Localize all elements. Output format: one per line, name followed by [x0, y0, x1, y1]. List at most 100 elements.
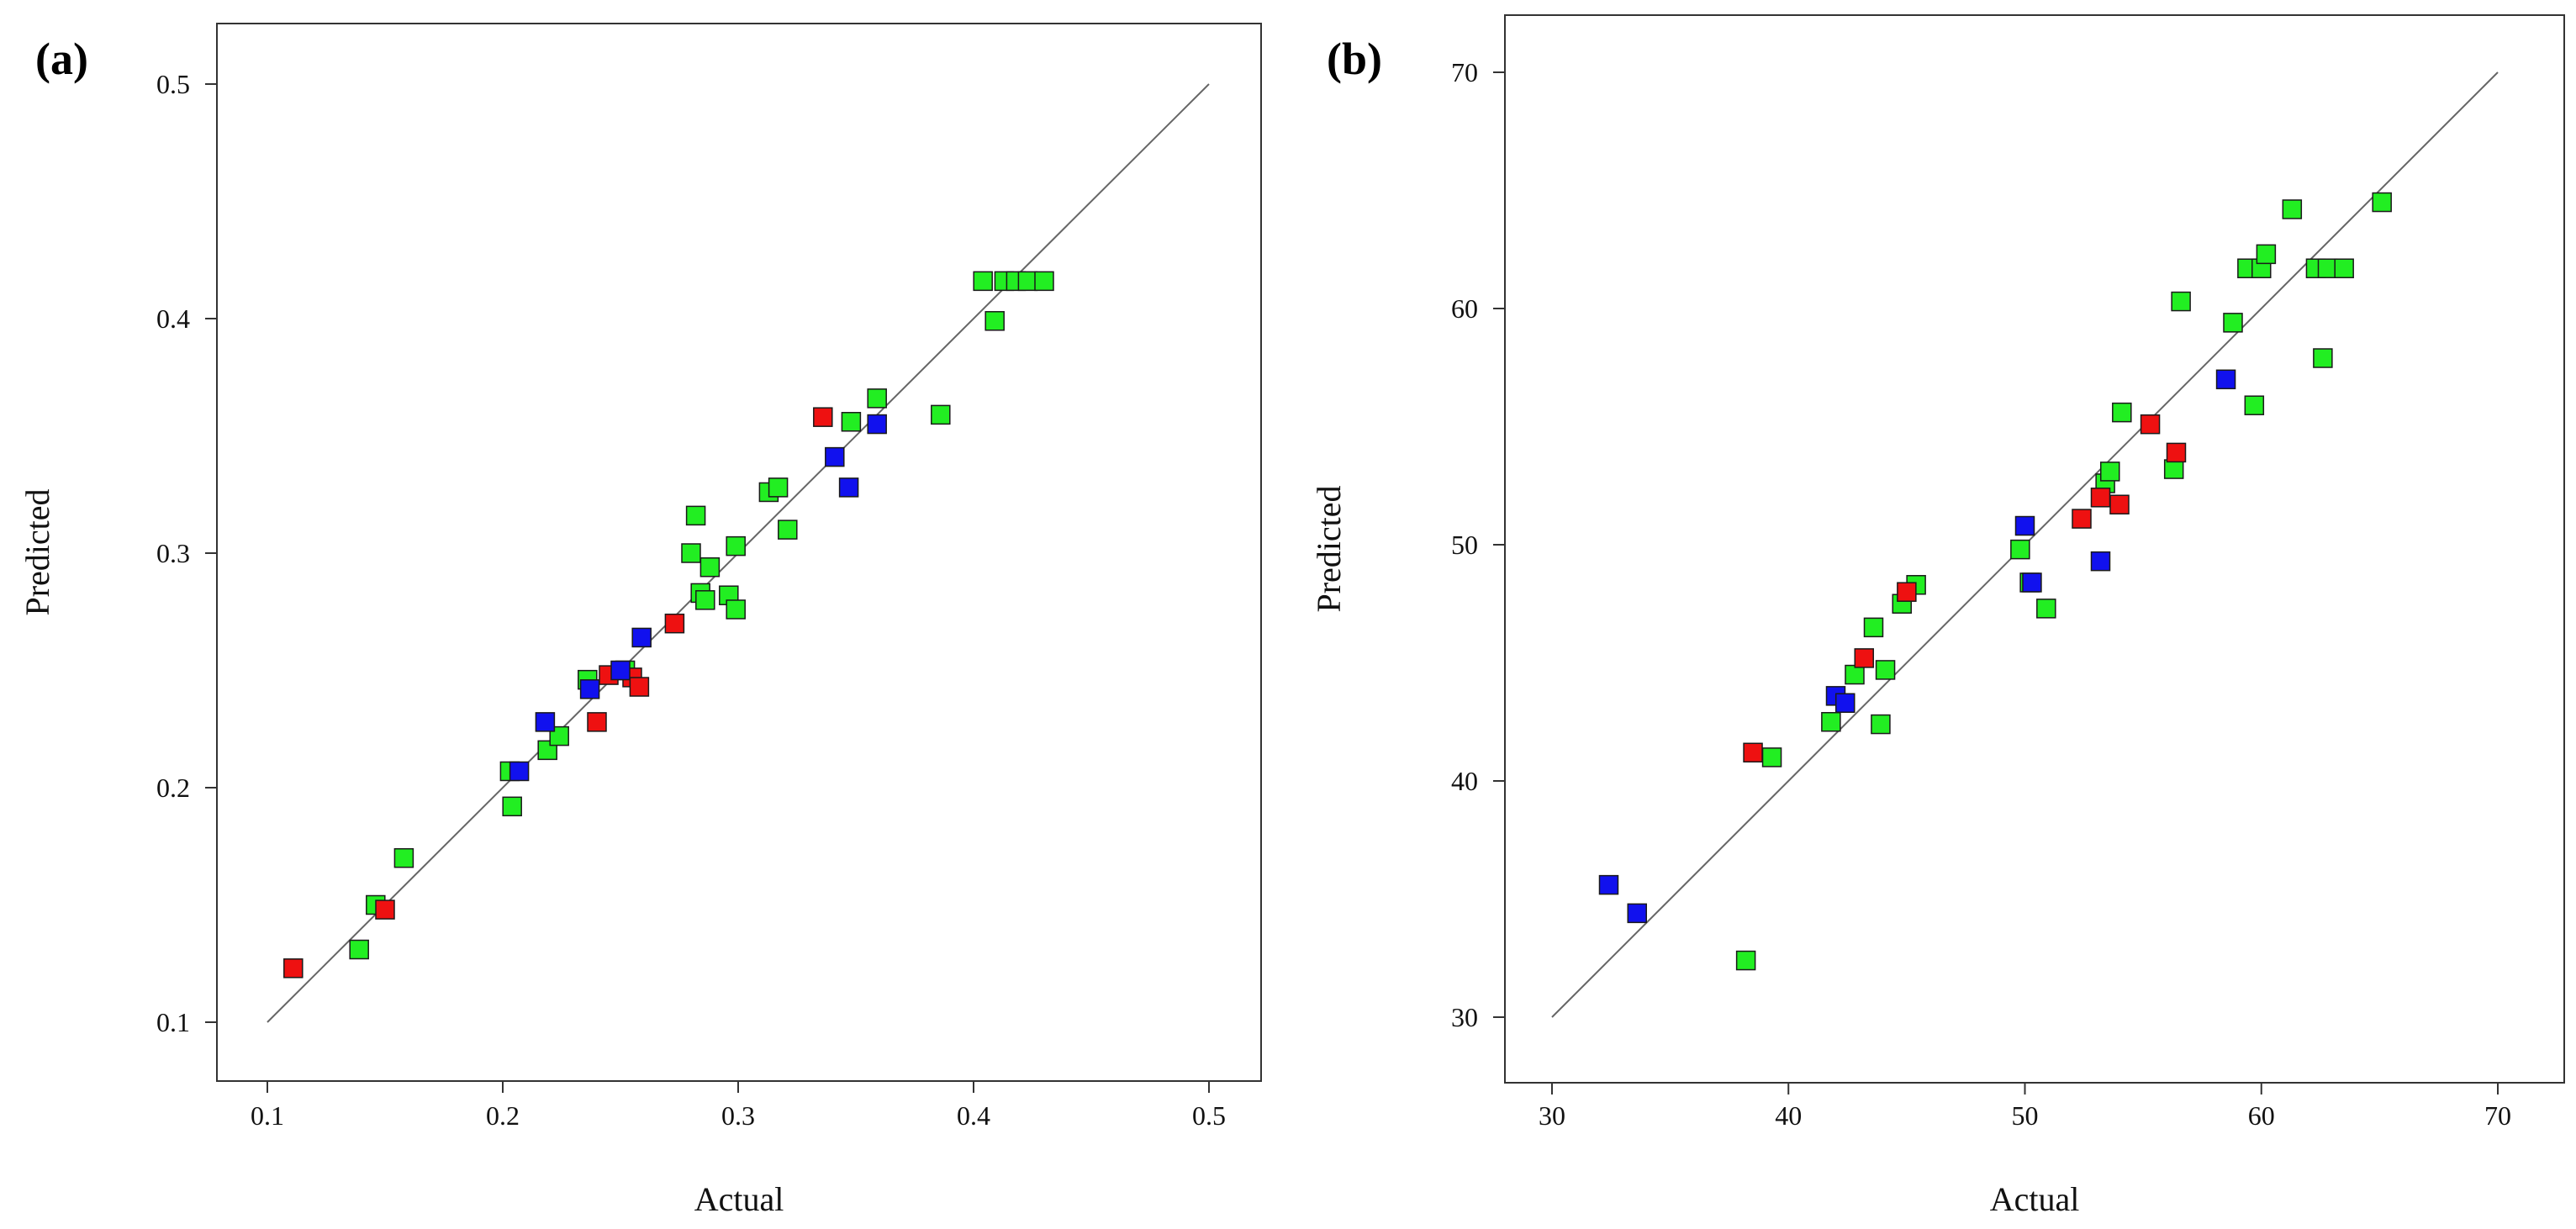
panel-b-point-green-14: [2112, 402, 2132, 423]
panel-a-point-green-20: [841, 412, 862, 432]
panel-a-x-tick-label-4: 0.5: [1192, 1100, 1226, 1131]
panel-b-point-green-24: [2313, 348, 2333, 368]
panel-a-x-tick-label-3: 0.4: [957, 1100, 990, 1131]
panel-a-point-red-5: [629, 677, 650, 697]
panel-a-y-tick-label-0: 0.1: [156, 1007, 190, 1037]
panel-a-x-tick-label-2: 0.3: [721, 1100, 755, 1131]
panel-a-point-green-9: [681, 543, 701, 563]
panel-a-y-tick-label-4: 0.5: [156, 69, 190, 99]
panel-a-point-blue-7: [867, 414, 887, 435]
panel-b-point-green-15: [2163, 459, 2184, 479]
panel-b-point-green-9: [2010, 539, 2030, 560]
panel-a-point-red-2: [587, 712, 607, 732]
panel-b-x-tick-label-3: 60: [2248, 1100, 2275, 1131]
panel-a-point-blue-4: [631, 627, 652, 648]
panel-b-y-tick-label-3: 60: [1451, 293, 1478, 324]
panel-a-y-axis-title: Predicted: [18, 488, 56, 615]
panel-b-point-red-1: [1854, 648, 1874, 668]
panel-b-point-blue-0: [1598, 874, 1619, 895]
panel-b-ticks: 30 40 50 60 70 30 40 50 60 70: [1451, 57, 2511, 1131]
panel-b-point-green-27: [2372, 192, 2392, 213]
panel-a-label: (a): [35, 34, 88, 84]
panel-b-point-blue-6: [2090, 551, 2111, 572]
panel-a-point-red-0: [283, 958, 304, 978]
panel-a-y-tick-label-1: 0.2: [156, 773, 190, 803]
panel-b-y-tick-label-1: 40: [1451, 766, 1478, 796]
panel-a-point-green-2: [393, 847, 414, 868]
panel-b: (b) 30 40 50 60 70 30 40 50 60 70 Actual Predicte…: [1310, 14, 2565, 1218]
panel-b-y-tick-label-2: 50: [1451, 530, 1478, 560]
panel-a-point-green-15: [726, 599, 746, 620]
panel-b-point-blue-5: [2022, 572, 2042, 593]
panel-a-point-blue-6: [838, 477, 859, 498]
panel-b-point-red-6: [2140, 414, 2161, 435]
panel-b-point-green-6: [1875, 660, 1896, 680]
panel-b-points: [1598, 192, 2392, 971]
panel-b-point-green-3: [1845, 664, 1865, 685]
panel-b-point-green-21: [2256, 244, 2277, 265]
panel-a-point-red-1: [375, 899, 395, 920]
panel-a-x-tick-label-0: 0.1: [251, 1100, 284, 1131]
panel-b-point-green-22: [2282, 199, 2303, 219]
panel-b-point-green-2: [1821, 712, 1841, 732]
panel-a-point-green-4: [502, 796, 522, 817]
panel-a-point-blue-0: [509, 761, 530, 782]
panel-b-point-green-19: [2244, 395, 2265, 415]
panel-a-point-green-16: [726, 535, 746, 556]
panel-a-point-blue-3: [610, 660, 631, 681]
panel-b-point-green-26: [2334, 258, 2354, 278]
panel-b-y-axis-title: Predicted: [1310, 485, 1348, 612]
panel-b-point-green-11: [2036, 599, 2056, 619]
panel-a-point-green-10: [685, 505, 706, 526]
panel-b-x-tick-label-4: 70: [2484, 1100, 2511, 1131]
panel-a-point-green-13: [699, 556, 721, 578]
panel-a-point-blue-1: [535, 712, 556, 732]
panel-a-point-green-23: [973, 271, 993, 292]
panel-b-point-green-1: [1761, 747, 1782, 767]
panel-a-point-green-21: [867, 388, 887, 409]
panel-b-point-green-25: [2317, 258, 2338, 278]
panel-a-point-green-0: [349, 939, 369, 960]
panel-b-y-tick-label-0: 30: [1451, 1002, 1478, 1032]
panel-b-point-green-17: [2223, 313, 2243, 333]
panel-a-point-green-24: [984, 311, 1005, 331]
panel-b-point-red-3: [2072, 509, 2092, 529]
panel-a-point-blue-5: [825, 446, 845, 467]
panel-a-point-green-12: [695, 590, 715, 610]
panel-a-point-green-19: [778, 520, 798, 540]
panel-a-x-tick-label-1: 0.2: [486, 1100, 520, 1131]
panel-a-y-tick-label-2: 0.3: [156, 538, 190, 568]
panel-a-point-green-18: [768, 477, 789, 498]
panel-b-x-tick-label-1: 40: [1775, 1100, 1802, 1131]
panel-b-x-axis-title: Actual: [1990, 1180, 2080, 1218]
panel-b-point-blue-4: [2014, 515, 2035, 536]
panel-a-point-green-22: [931, 404, 951, 425]
panel-b-point-red-5: [2109, 494, 2130, 514]
panel-a-point-green-28: [1034, 271, 1054, 292]
panel-b-plot-frame: [1504, 14, 2565, 1084]
panel-b-label: (b): [1327, 34, 1382, 84]
panel-b-point-blue-7: [2215, 369, 2236, 390]
panel-a: (a) 0.1 0.2 0.3 0.4 0.5 0.1 0.2 0.3 0.4 0.5 Actua…: [18, 23, 1262, 1218]
panel-b-point-green-4: [1863, 617, 1884, 638]
panel-a-y-tick-label-3: 0.4: [156, 303, 190, 334]
panel-a-points: [283, 271, 1054, 978]
panel-a-point-blue-2: [579, 679, 600, 699]
panel-b-x-tick-label-2: 50: [2012, 1100, 2039, 1131]
panel-b-x-tick-label-0: 30: [1539, 1100, 1565, 1131]
panel-b-point-blue-1: [1627, 903, 1647, 924]
panel-b-y-tick-label-4: 70: [1451, 57, 1478, 87]
panel-b-point-green-16: [2171, 291, 2191, 312]
panel-b-point-green-13: [2100, 462, 2120, 482]
panel-a-point-red-7: [813, 407, 833, 427]
panel-b-point-blue-3: [1835, 693, 1855, 714]
panel-b-point-green-0: [1735, 950, 1756, 971]
panel-a-point-green-27: [1017, 271, 1038, 292]
panel-a-x-axis-title: Actual: [694, 1180, 784, 1218]
panel-b-point-red-4: [2090, 488, 2111, 508]
panel-a-point-red-6: [664, 613, 685, 634]
panel-b-point-red-2: [1897, 582, 1917, 602]
panel-b-point-red-0: [1743, 742, 1763, 763]
